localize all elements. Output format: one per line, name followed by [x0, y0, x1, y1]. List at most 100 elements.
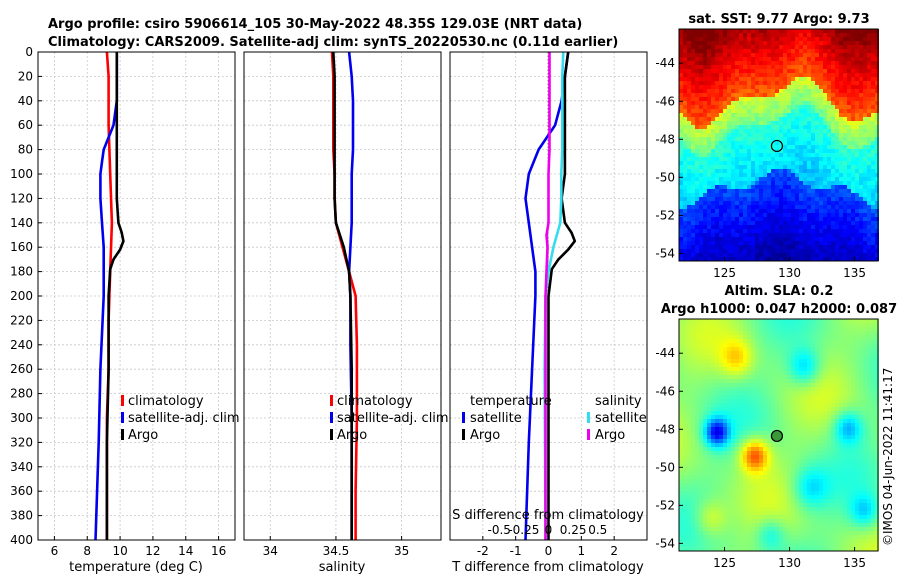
- sst-cell: [751, 165, 755, 169]
- sla-cell: [863, 371, 867, 375]
- sla-cell: [679, 395, 683, 399]
- sst-cell: [791, 117, 795, 121]
- sst-cell: [771, 33, 775, 37]
- sla-cell: [827, 355, 831, 359]
- sst-cell: [875, 193, 879, 197]
- sst-cell: [823, 213, 827, 217]
- sst-cell: [803, 185, 807, 189]
- sst-cell: [715, 37, 719, 41]
- sst-cell: [859, 37, 863, 41]
- x-tick-label: 16: [211, 544, 226, 558]
- sla-cell: [871, 439, 875, 443]
- sla-cell: [811, 387, 815, 391]
- sst-cell: [735, 97, 739, 101]
- sla-cell: [839, 423, 843, 427]
- sla-cell: [875, 343, 879, 347]
- sla-cell: [859, 459, 863, 463]
- sst-cell: [755, 181, 759, 185]
- sst-cell: [779, 117, 783, 121]
- sst-cell: [723, 213, 727, 217]
- sst-cell: [731, 165, 735, 169]
- sst-cell: [863, 141, 867, 145]
- sst-cell: [811, 169, 815, 173]
- sla-cell: [799, 335, 803, 339]
- sst-map-title: sat. SST: 9.77 Argo: 9.73: [688, 12, 869, 27]
- sla-cell: [707, 423, 711, 427]
- sst-cell: [831, 45, 835, 49]
- sst-cell: [871, 105, 875, 109]
- sst-cell: [815, 129, 819, 133]
- sst-cell: [863, 89, 867, 93]
- sst-cell: [795, 145, 799, 149]
- sla-cell: [695, 359, 699, 363]
- sst-cell: [691, 49, 695, 53]
- sst-cell: [751, 249, 755, 253]
- sla-cell: [859, 407, 863, 411]
- sla-cell: [723, 355, 727, 359]
- sla-cell: [763, 447, 767, 451]
- sst-cell: [731, 53, 735, 57]
- sla-cell: [783, 383, 787, 387]
- sla-cell: [739, 419, 743, 423]
- sst-cell: [747, 97, 751, 101]
- sst-cell: [731, 181, 735, 185]
- sst-cell: [707, 105, 711, 109]
- sla-cell: [735, 467, 739, 471]
- sla-cell: [763, 359, 767, 363]
- sst-cell: [803, 53, 807, 57]
- sla-cell: [695, 355, 699, 359]
- sla-cell: [703, 343, 707, 347]
- sst-cell: [723, 73, 727, 77]
- sst-cell: [703, 61, 707, 65]
- sla-cell: [743, 323, 747, 327]
- sla-cell: [751, 367, 755, 371]
- sst-cell: [759, 69, 763, 73]
- sst-cell: [823, 49, 827, 53]
- sla-cell: [731, 335, 735, 339]
- sla-cell: [683, 379, 687, 383]
- sst-cell: [699, 29, 703, 33]
- sst-cell: [795, 93, 799, 97]
- sst-cell: [703, 229, 707, 233]
- sla-cell: [763, 455, 767, 459]
- sst-cell: [763, 109, 767, 113]
- sla-cell: [831, 323, 835, 327]
- sst-cell: [751, 137, 755, 141]
- sla-cell: [691, 467, 695, 471]
- sst-cell: [871, 125, 875, 129]
- sla-cell: [731, 375, 735, 379]
- sst-cell: [751, 33, 755, 37]
- sst-cell: [719, 137, 723, 141]
- sla-cell: [767, 383, 771, 387]
- sla-cell: [787, 319, 791, 323]
- sst-cell: [783, 125, 787, 129]
- sst-cell: [835, 105, 839, 109]
- sla-cell: [731, 387, 735, 391]
- sst-cell: [763, 45, 767, 49]
- sst-cell: [747, 161, 751, 165]
- sst-cell: [867, 53, 871, 57]
- sst-cell: [815, 29, 819, 33]
- sst-cell: [795, 141, 799, 145]
- sst-cell: [747, 217, 751, 221]
- sst-cell: [747, 177, 751, 181]
- sst-cell: [843, 89, 847, 93]
- sla-cell: [815, 359, 819, 363]
- sla-cell: [823, 331, 827, 335]
- sla-cell: [755, 399, 759, 403]
- sst-cell: [715, 101, 719, 105]
- sla-cell: [719, 363, 723, 367]
- sst-cell: [763, 149, 767, 153]
- sst-cell: [755, 137, 759, 141]
- sla-cell: [763, 363, 767, 367]
- sst-cell: [847, 133, 851, 137]
- sst-cell: [791, 129, 795, 133]
- sla-cell: [739, 411, 743, 415]
- sla-cell: [811, 395, 815, 399]
- sst-cell: [687, 121, 691, 125]
- sla-cell: [851, 463, 855, 467]
- sst-cell: [779, 65, 783, 69]
- sst-cell: [759, 65, 763, 69]
- sst-cell: [807, 117, 811, 121]
- sla-cell: [787, 331, 791, 335]
